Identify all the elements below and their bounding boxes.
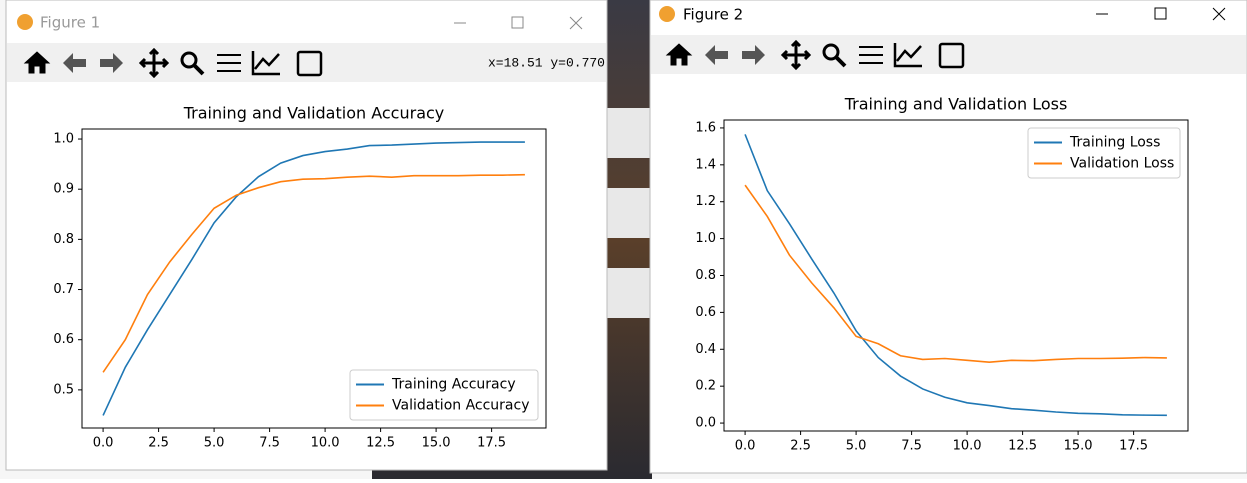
x-tick-label: 10.0 [953,439,982,454]
zoom-button[interactable] [822,43,840,61]
subplots-button[interactable] [859,46,883,64]
chart-title: Training and Validation Accuracy [183,104,445,123]
title-bar [7,1,606,43]
background-panel [607,268,652,318]
background-panel [607,188,652,238]
forward-button[interactable] [100,53,123,73]
legend [349,369,539,421]
data-line [102,141,525,416]
app-icon [17,14,33,30]
x-tick-label: 10.0 [311,436,340,451]
back-button[interactable] [63,53,86,73]
forward-button[interactable] [742,45,765,65]
x-tick-label: 5.0 [846,439,867,454]
x-tick-label: 12.5 [1008,439,1037,454]
y-tick-label: 0.6 [53,332,74,347]
pan-button[interactable] [138,47,170,79]
legend-label: Validation Loss [1070,156,1174,172]
x-tick-label: 15.0 [1064,439,1093,454]
x-tick-label: 15.0 [422,436,451,451]
legend-label: Training Accuracy [391,377,516,393]
y-tick-label: 0.2 [695,379,716,394]
y-tick-label: 0.5 [53,382,74,397]
maximize-button[interactable] [1154,7,1167,20]
back-button[interactable] [705,45,728,65]
zoom-handle [834,55,847,68]
pan-button[interactable] [780,39,812,71]
cursor-coords: x=18.51 y=0.770 [488,55,605,70]
x-tick-label: 2.5 [790,439,811,454]
x-tick-label: 17.5 [1119,439,1148,454]
axes-frame [81,128,547,429]
x-tick-label: 0.0 [735,439,756,454]
x-tick-label: 5.0 [204,436,225,451]
home-button[interactable] [23,51,51,74]
legend [1027,127,1181,179]
y-tick-label: 1.6 [695,120,716,135]
y-tick-label: 1.0 [695,231,716,246]
save-button[interactable] [296,50,323,77]
x-tick-label: 7.5 [901,439,922,454]
save-button[interactable] [938,42,965,69]
y-tick-label: 1.4 [695,157,716,172]
y-tick-label: 0.0 [695,416,716,431]
close-button[interactable] [569,16,583,30]
window-title: Figure 1 [40,14,100,32]
legend-label: Training Loss [1069,135,1160,151]
data-line [102,173,525,373]
app-icon [659,6,675,22]
y-tick-label: 0.9 [53,182,74,197]
y-tick-label: 0.8 [695,268,716,283]
data-line [744,184,1167,363]
axes-frame [723,119,1189,432]
x-tick-label: 7.5 [259,436,280,451]
close-button[interactable] [1212,7,1226,21]
y-tick-label: 0.7 [53,282,74,297]
chart-title: Training and Validation Loss [844,95,1068,114]
x-tick-label: 2.5 [148,436,169,451]
y-tick-label: 0.4 [695,342,716,357]
y-tick-label: 1.0 [53,132,74,147]
window-title: Figure 2 [683,6,743,24]
axes-button[interactable] [893,43,922,68]
axes-button[interactable] [251,51,280,76]
x-tick-label: 12.5 [366,436,395,451]
maximize-button[interactable] [511,16,524,29]
x-tick-label: 17.5 [477,436,506,451]
zoom-handle [192,63,205,76]
y-tick-label: 0.6 [695,305,716,320]
data-line [744,134,1167,417]
legend-label: Validation Accuracy [392,398,530,414]
background-panel [607,108,652,158]
y-tick-label: 0.8 [53,232,74,247]
home-button[interactable] [665,43,693,66]
zoom-button[interactable] [180,51,198,69]
subplots-button[interactable] [217,54,241,72]
y-tick-label: 1.2 [695,194,716,209]
x-tick-label: 0.0 [93,436,114,451]
